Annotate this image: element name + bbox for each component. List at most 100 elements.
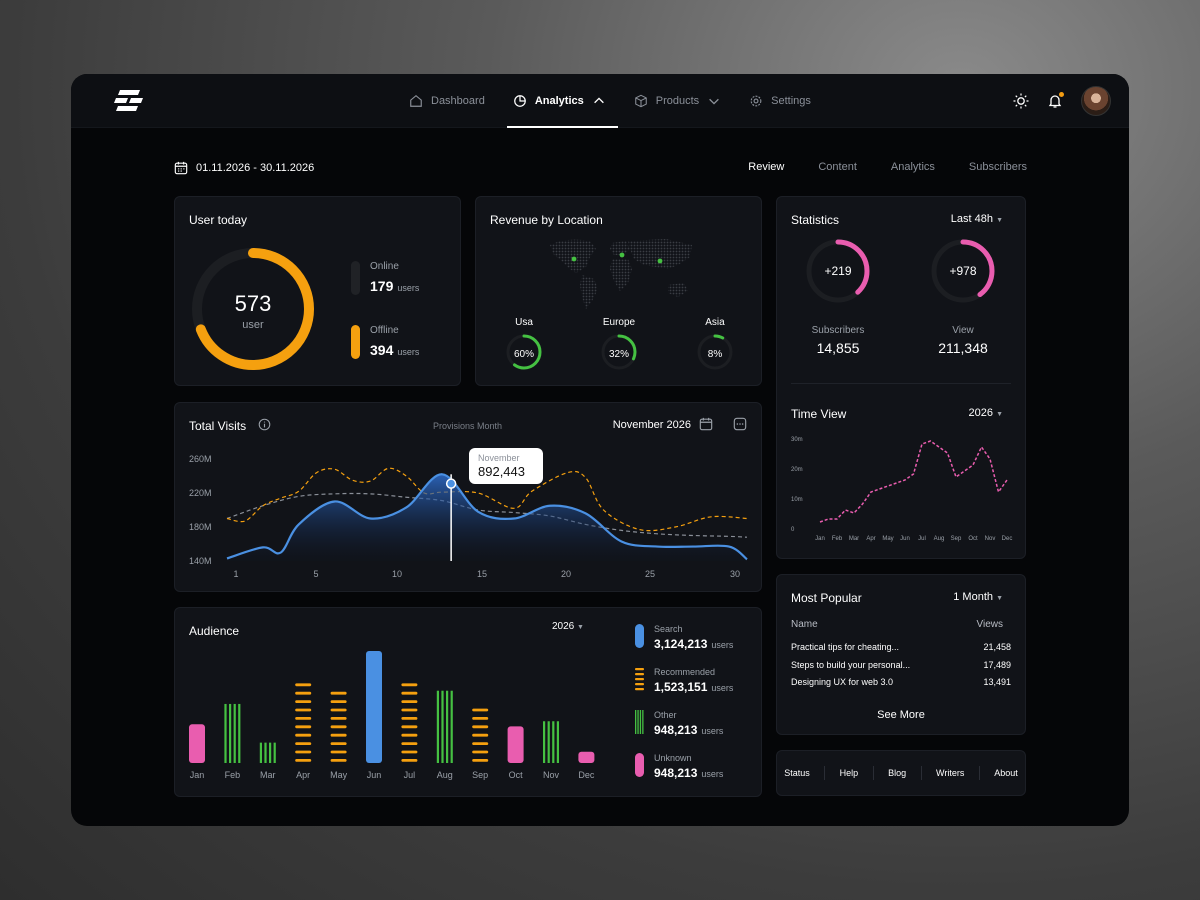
view-delta: +978 [949, 264, 977, 278]
chevron-down-icon: ▼ [577, 624, 584, 631]
audience-bar-feb[interactable] [224, 703, 241, 763]
user-gauge-ring [192, 248, 314, 370]
chevron-down-icon [709, 98, 720, 105]
nav-products[interactable]: Products [630, 74, 725, 128]
nav-settings[interactable]: Settings [745, 74, 815, 128]
location-usa-pct: 60% [513, 349, 534, 360]
calendar-icon[interactable] [699, 417, 713, 431]
sun-icon[interactable] [1013, 93, 1029, 109]
tab-subscribers[interactable]: Subscribers [968, 161, 1027, 173]
user-avatar[interactable] [1081, 86, 1111, 116]
revenue-title: Revenue by Location [490, 213, 603, 227]
item-name: Steps to build your personal... [791, 660, 911, 670]
provisions-hint: Provisions Month [433, 421, 503, 431]
audience-card: Audience 2026 ▼ Jan Feb Mar Apr May Jun Jul Aug… [174, 607, 762, 797]
footer-link-about[interactable]: About [994, 768, 1018, 778]
x-tick-label: 20 [560, 569, 571, 579]
bar-fill [578, 751, 595, 763]
audience-bar-chart[interactable] [175, 608, 615, 768]
bar-dash [401, 742, 418, 745]
most-popular-range-selector[interactable]: 1 Month ▼ [953, 591, 1003, 603]
audience-bar-dec[interactable] [578, 751, 595, 763]
notifications-button[interactable] [1047, 92, 1064, 109]
other-swatch [635, 710, 644, 734]
nav-dashboard[interactable]: Dashboard [405, 74, 489, 128]
map-marker-asia[interactable] [657, 258, 663, 264]
bar-dash [330, 700, 347, 703]
more-options-icon[interactable] [733, 417, 747, 431]
x-axis-label: Jul [403, 770, 416, 780]
audience-year-selector[interactable]: 2026 ▼ [552, 621, 584, 632]
audience-bar-apr[interactable] [295, 683, 312, 762]
time-view-year-value: 2026 [968, 407, 993, 419]
list-item[interactable]: Practical tips for cheating... 21,458 [791, 642, 1011, 652]
main-nav: Dashboard Analytics Products Settings [405, 74, 835, 128]
usa-gauge-arc [506, 334, 542, 370]
bar-dash [330, 717, 347, 720]
audience-bar-nov[interactable] [543, 721, 559, 763]
see-more-button[interactable]: See More [877, 709, 925, 721]
legend-search-label: Search [654, 624, 683, 634]
x-tick-label: Oct [968, 536, 978, 542]
bar-stripe [233, 703, 236, 763]
selected-point-marker[interactable] [445, 478, 457, 489]
x-tick-label: 15 [476, 569, 487, 579]
audience-bar-aug[interactable] [436, 690, 453, 763]
bar-dash [472, 725, 489, 729]
swatch-stripe [637, 710, 639, 734]
search-swatch [635, 624, 644, 648]
tab-analytics[interactable]: Analytics [890, 161, 935, 173]
bar-dash [295, 683, 312, 687]
tab-review[interactable]: Review [748, 161, 785, 173]
audience-bar-may[interactable] [330, 691, 347, 762]
audience-bar-oct[interactable] [507, 726, 524, 763]
audience-bar-sep[interactable] [472, 708, 489, 762]
bar-stripe [273, 742, 276, 763]
subscribers-ring: +219 [806, 239, 870, 303]
location-asia-pct: 8% [707, 349, 723, 360]
audience-bar-jul[interactable] [401, 683, 418, 762]
swatch-dash [635, 668, 644, 671]
asia-gauge [697, 334, 733, 370]
map-marker-usa[interactable] [571, 256, 577, 262]
x-tick-label: 10 [391, 569, 402, 579]
legend-unknown-unit: users [701, 769, 724, 779]
time-view-year-selector[interactable]: 2026 ▼ [969, 407, 1003, 419]
list-item[interactable]: Steps to build your personal... 17,489 [791, 660, 1011, 670]
chevron-down-icon: ▼ [996, 595, 1003, 602]
footer-divider [824, 766, 826, 780]
info-icon[interactable] [258, 418, 271, 431]
total-visits-chart[interactable] [175, 403, 763, 593]
europe-gauge-arc [601, 334, 637, 370]
footer-link-writers[interactable]: Writers [935, 768, 965, 778]
tab-content[interactable]: Content [818, 161, 857, 173]
audience-bar-mar[interactable] [259, 742, 276, 763]
bar-stripe [238, 703, 241, 763]
footer-link-help[interactable]: Help [839, 768, 859, 778]
nav-analytics[interactable]: Analytics [506, 74, 618, 128]
bar-dash [401, 708, 418, 712]
pie-chart-icon [513, 95, 526, 107]
bar-dash [330, 733, 347, 737]
y-tick-label: 10m [791, 497, 803, 503]
x-axis-label: Feb [224, 770, 241, 780]
list-item[interactable]: Designing UX for web 3.0 13,491 [791, 677, 1011, 687]
audience-bar-jan[interactable] [189, 724, 205, 763]
brand-logo[interactable] [114, 89, 144, 113]
legend-unknown-label: Unknown [654, 753, 692, 763]
footer-link-blog[interactable]: Blog [888, 768, 907, 778]
x-tick-label: Jun [900, 536, 910, 542]
time-view-chart[interactable]: 30m 20m 10m 0 Jan Feb Mar Apr May Jun Jul Aug Sep Oct… [777, 429, 1027, 559]
footer-link-status[interactable]: Status [784, 768, 810, 778]
audience-bar-jun[interactable] [366, 651, 382, 763]
bar-dash [472, 708, 489, 712]
map-marker-europe[interactable] [619, 252, 625, 258]
x-axis-label: Dec [578, 770, 595, 780]
month-selector[interactable]: November 2026 [612, 419, 691, 431]
statistics-range-selector[interactable]: Last 48h ▼ [951, 213, 1003, 225]
unknown-swatch [635, 753, 644, 777]
location-usa-name: Usa [515, 317, 533, 328]
x-tick-label: 1 [233, 569, 239, 579]
x-axis-label: Oct [508, 770, 523, 780]
date-range-picker[interactable]: 01.11.2026 - 30.11.2026 [174, 161, 314, 175]
